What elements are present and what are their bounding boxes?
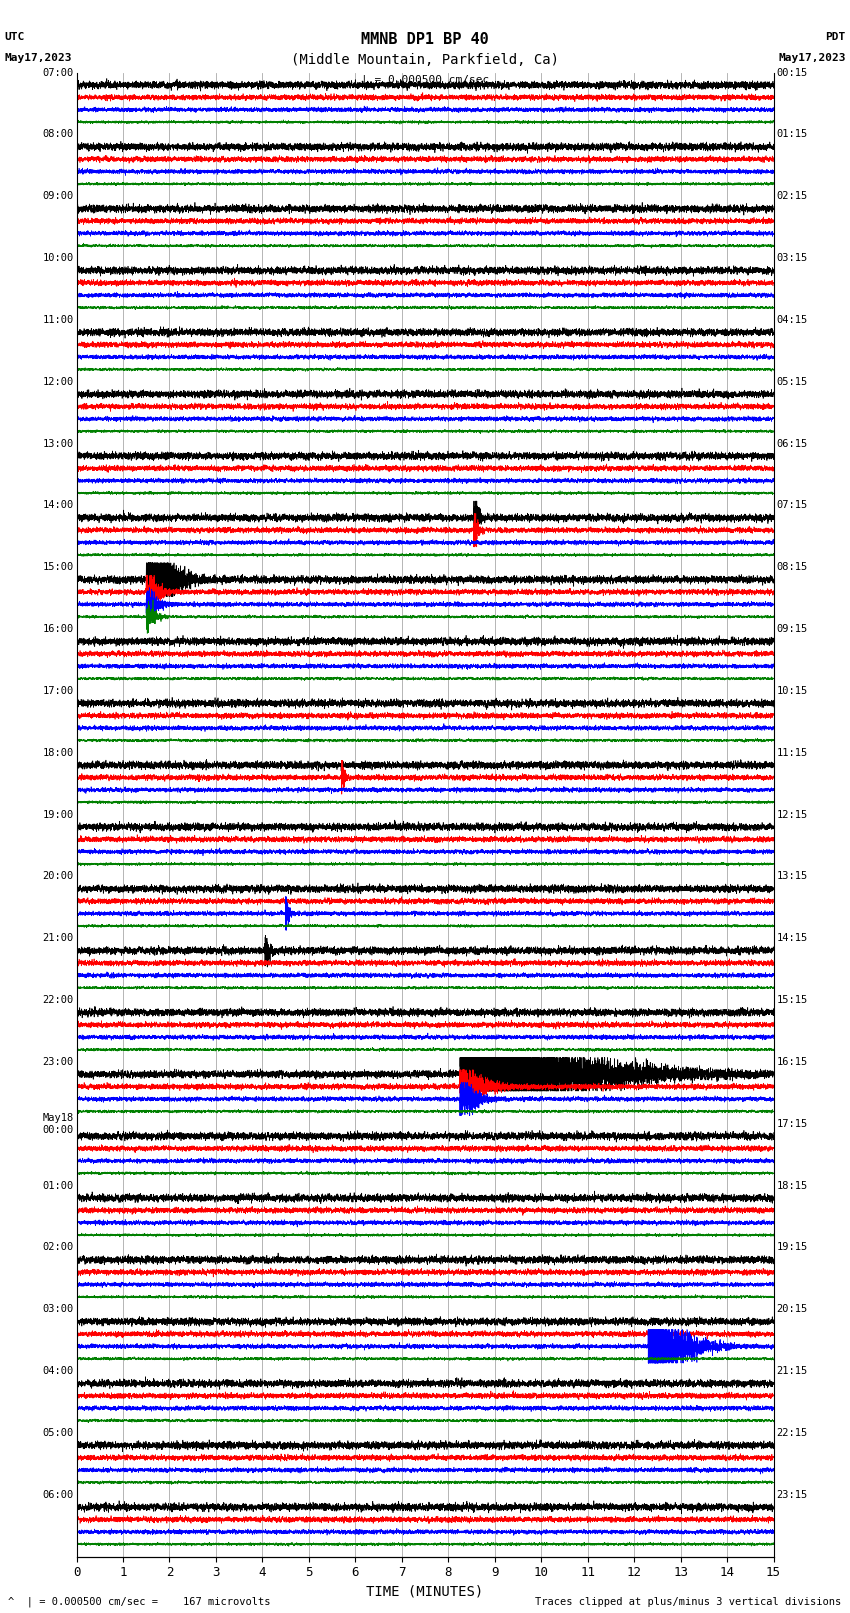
Text: May17,2023: May17,2023 — [4, 53, 71, 63]
Text: (Middle Mountain, Parkfield, Ca): (Middle Mountain, Parkfield, Ca) — [291, 53, 559, 68]
Text: Traces clipped at plus/minus 3 vertical divisions: Traces clipped at plus/minus 3 vertical … — [536, 1597, 842, 1607]
Text: UTC: UTC — [4, 32, 25, 42]
Text: | = 0.000500 cm/sec: | = 0.000500 cm/sec — [361, 74, 489, 85]
Text: MMNB DP1 BP 40: MMNB DP1 BP 40 — [361, 32, 489, 47]
X-axis label: TIME (MINUTES): TIME (MINUTES) — [366, 1586, 484, 1598]
Text: May17,2023: May17,2023 — [779, 53, 846, 63]
Text: ^  | = 0.000500 cm/sec =    167 microvolts: ^ | = 0.000500 cm/sec = 167 microvolts — [8, 1595, 271, 1607]
Text: PDT: PDT — [825, 32, 846, 42]
